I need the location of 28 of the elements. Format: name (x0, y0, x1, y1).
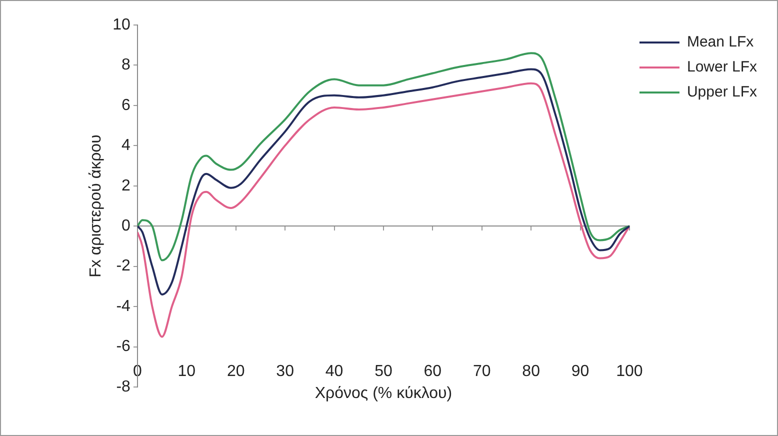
legend-label: Lower LFx (686, 58, 758, 76)
x-tick-label: 10 (178, 363, 196, 380)
x-tick-label: 80 (522, 363, 540, 380)
y-tick-label: 4 (122, 137, 131, 154)
x-axis-title: Χρόνος (% κύκλου) (314, 384, 452, 402)
legend-label: Upper LFx (686, 84, 758, 101)
line-series (137, 68, 630, 296)
y-axis-title: Fx αριστερού άκρου (87, 134, 104, 278)
x-tick-label: 60 (424, 363, 442, 380)
y-tick-label: 0 (122, 218, 131, 235)
x-tick-label: 70 (472, 363, 491, 380)
y-tick-label: 10 (112, 16, 131, 34)
y-tick-label: -8 (116, 378, 131, 396)
y-tick-label: -4 (116, 298, 131, 315)
y-tick-label: 2 (122, 177, 131, 194)
x-tick-label: 50 (374, 363, 392, 380)
y-tick-label: 6 (122, 96, 131, 114)
x-tick-label: 100 (616, 363, 643, 380)
line-series (137, 52, 630, 262)
line-series (137, 82, 630, 338)
x-tick-label: 30 (276, 363, 294, 380)
legend-label: Mean LFx (686, 34, 754, 51)
y-tick-label: -2 (116, 258, 131, 275)
x-tick-label: 20 (226, 363, 245, 380)
x-tick-label: 40 (325, 363, 344, 380)
x-tick-label: 90 (571, 363, 590, 380)
y-tick-label: 8 (122, 56, 131, 74)
y-tick-label: -6 (116, 338, 131, 356)
